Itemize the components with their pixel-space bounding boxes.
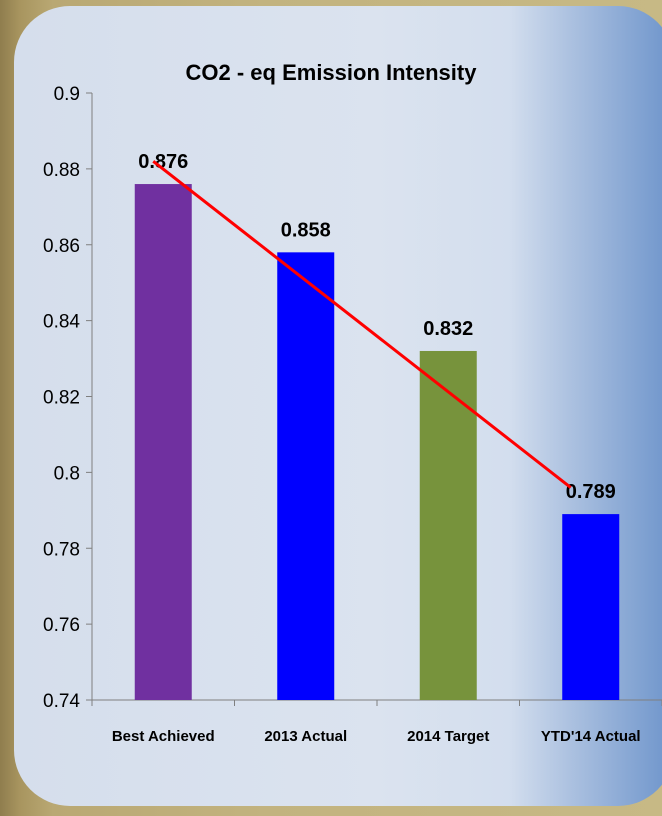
y-tick-label: 0.76	[43, 615, 80, 636]
bars	[134, 184, 620, 701]
trend-line-group	[152, 160, 572, 489]
y-axis: 0.74 0.76 0.78 0.8 0.82 0.84 0.86 0.88 0.9	[43, 84, 93, 712]
y-tick-label: 0.78	[43, 539, 80, 560]
x-tick-label: 2013 Actual	[264, 728, 347, 745]
x-tick-label: Best Achieved	[112, 728, 215, 745]
x-tick-label: 2014 Target	[407, 728, 489, 745]
data-labels: 0.876 0.858 0.832 0.789	[138, 151, 616, 503]
bar	[134, 184, 192, 701]
data-label: 0.789	[566, 481, 616, 503]
bar	[419, 350, 477, 700]
x-axis: Best Achieved 2013 Actual 2014 Target YTD'1…	[91, 699, 662, 745]
bar	[277, 252, 335, 700]
data-label: 0.832	[423, 318, 473, 340]
bar	[562, 514, 620, 700]
y-tick-label: 0.8	[54, 463, 80, 484]
y-tick-label: 0.74	[43, 691, 80, 712]
data-label: 0.858	[281, 219, 331, 241]
chart-title: CO2 - eq Emission Intensity	[186, 60, 478, 85]
x-tick-label: YTD'14 Actual	[541, 728, 641, 745]
y-tick-label: 0.9	[54, 84, 80, 105]
y-tick-label: 0.88	[43, 160, 80, 181]
chart-background-panel	[14, 6, 662, 806]
y-tick-label: 0.82	[43, 388, 80, 409]
trend-line	[152, 160, 572, 489]
data-label: 0.876	[138, 151, 188, 173]
y-tick-label: 0.86	[43, 236, 80, 257]
y-tick-label: 0.84	[43, 312, 80, 333]
